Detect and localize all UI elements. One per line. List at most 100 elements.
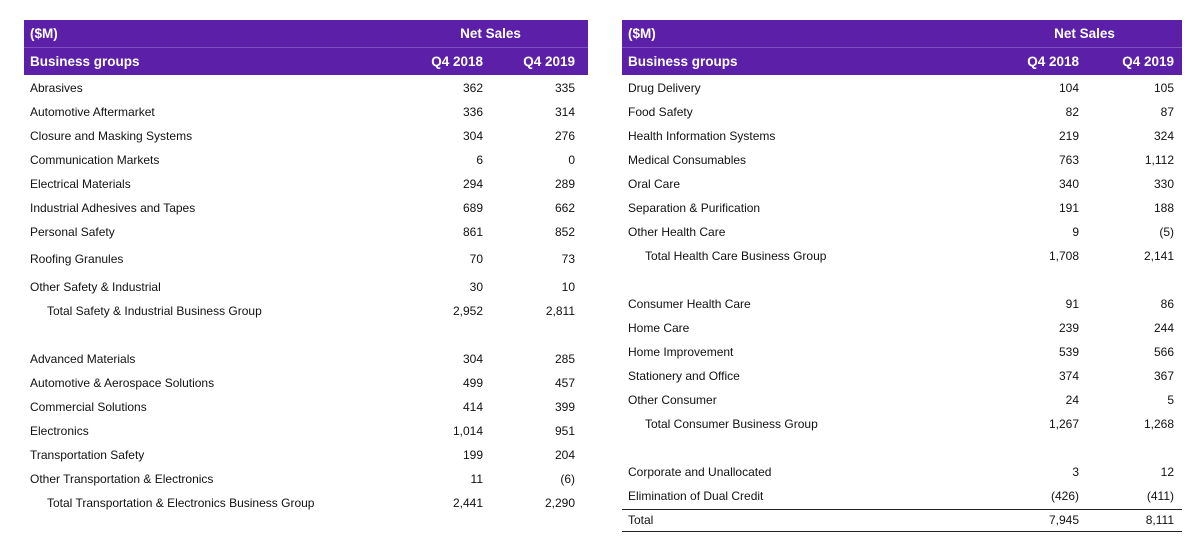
value-q4-2018: 304 bbox=[462, 352, 483, 366]
value-q4-2019: 2,811 bbox=[545, 304, 575, 318]
value-q4-2018: 539 bbox=[1058, 345, 1079, 359]
row-name: Total Safety & Industrial Business Group bbox=[47, 304, 262, 318]
row-name: Home Care bbox=[628, 321, 690, 335]
row-name: Total Transportation & Electronics Busin… bbox=[47, 496, 315, 510]
value-q4-2018: 6 bbox=[476, 153, 483, 167]
value-q4-2019: 662 bbox=[554, 201, 575, 215]
value-q4-2018: 2,952 bbox=[452, 304, 483, 318]
business-groups-label: Business groups bbox=[30, 54, 140, 69]
value-q4-2019: 8,111 bbox=[1145, 513, 1174, 527]
value-q4-2019: (5) bbox=[1159, 225, 1174, 239]
row-name: Automotive & Aerospace Solutions bbox=[30, 376, 215, 390]
row-name: Drug Delivery bbox=[628, 81, 701, 95]
value-q4-2019: 852 bbox=[554, 225, 575, 239]
table-row: Separation & Purification 191 188 bbox=[622, 200, 1182, 216]
value-q4-2019: 1,112 bbox=[1144, 153, 1174, 167]
value-q4-2019: 330 bbox=[1153, 177, 1174, 191]
value-q4-2018: 11 bbox=[470, 472, 483, 486]
value-q4-2018: 2,441 bbox=[452, 496, 483, 510]
value-q4-2018: 239 bbox=[1058, 321, 1079, 335]
unit-label: ($M) bbox=[628, 26, 656, 41]
value-q4-2018: (426) bbox=[1050, 489, 1079, 503]
row-name: Abrasives bbox=[30, 81, 83, 95]
value-q4-2018: 336 bbox=[462, 105, 483, 119]
value-q4-2018: 340 bbox=[1058, 177, 1079, 191]
table-row: Elimination of Dual Credit (426) (411) bbox=[622, 488, 1182, 504]
value-q4-2018: 104 bbox=[1058, 81, 1079, 95]
value-q4-2019: 367 bbox=[1153, 369, 1174, 383]
value-q4-2019: 335 bbox=[554, 81, 575, 95]
row-name: Industrial Adhesives and Tapes bbox=[30, 201, 196, 215]
value-q4-2018: 219 bbox=[1058, 129, 1079, 143]
row-name: Home Improvement bbox=[628, 345, 734, 359]
value-q4-2018: 362 bbox=[462, 81, 483, 95]
table-row: Home Care 239 244 bbox=[622, 320, 1182, 336]
table-row: Other Health Care 9 (5) bbox=[622, 224, 1182, 240]
table-row: Transportation Safety 199 204 bbox=[24, 447, 588, 463]
value-q4-2019: 188 bbox=[1153, 201, 1174, 215]
value-q4-2019: 289 bbox=[554, 177, 575, 191]
column-header-q4-2018: Q4 2018 bbox=[431, 54, 483, 69]
business-groups-label: Business groups bbox=[628, 54, 738, 69]
value-q4-2019: 73 bbox=[561, 252, 575, 266]
table-row: Medical Consumables 763 1,112 bbox=[622, 152, 1182, 168]
table-row: Corporate and Unallocated 3 12 bbox=[622, 464, 1182, 480]
row-name: Total Health Care Business Group bbox=[645, 249, 827, 263]
health-consumer-table: ($M) Net Sales Business groups Q4 2018 Q… bbox=[622, 20, 1182, 532]
table-row: Electronics 1,014 951 bbox=[24, 423, 588, 439]
value-q4-2018: 9 bbox=[1072, 225, 1079, 239]
value-q4-2019: 1,268 bbox=[1143, 417, 1174, 431]
row-name: Automotive Aftermarket bbox=[30, 105, 155, 119]
table-row: Closure and Masking Systems 304 276 bbox=[24, 128, 588, 144]
table-row: Advanced Materials 304 285 bbox=[24, 351, 588, 367]
table-row: Abrasives 362 335 bbox=[24, 80, 588, 96]
value-q4-2018: 199 bbox=[462, 448, 483, 462]
row-name: Advanced Materials bbox=[30, 352, 136, 366]
row-name: Separation & Purification bbox=[628, 201, 761, 215]
table-row: Industrial Adhesives and Tapes 689 662 bbox=[24, 200, 588, 216]
value-q4-2019: 5 bbox=[1167, 393, 1174, 407]
row-name: Total Consumer Business Group bbox=[645, 417, 818, 431]
row-name: Health Information Systems bbox=[628, 129, 776, 143]
value-q4-2019: 399 bbox=[554, 400, 575, 414]
row-name: Electronics bbox=[30, 424, 89, 438]
row-name: Other Safety & Industrial bbox=[30, 280, 161, 294]
table-row: Stationery and Office 374 367 bbox=[622, 368, 1182, 384]
value-q4-2019: 10 bbox=[561, 280, 575, 294]
value-q4-2019: 87 bbox=[1160, 105, 1174, 119]
value-q4-2019: 324 bbox=[1153, 129, 1174, 143]
row-name: Communication Markets bbox=[30, 153, 160, 167]
table-row: Home Improvement 539 566 bbox=[622, 344, 1182, 360]
net-sales-label: Net Sales bbox=[460, 26, 521, 41]
table-row: Consumer Health Care 91 86 bbox=[622, 296, 1182, 312]
value-q4-2019: 314 bbox=[554, 105, 575, 119]
value-q4-2018: 7,945 bbox=[1048, 513, 1079, 527]
row-name: Corporate and Unallocated bbox=[628, 465, 772, 479]
total-row: Total Health Care Business Group 1,708 2,1… bbox=[622, 248, 1182, 264]
table-row: Other Consumer 24 5 bbox=[622, 392, 1182, 408]
value-q4-2019: 12 bbox=[1160, 465, 1174, 479]
table-row: Drug Delivery 104 105 bbox=[622, 80, 1182, 96]
value-q4-2018: 191 bbox=[1058, 201, 1079, 215]
row-name: Stationery and Office bbox=[628, 369, 740, 383]
value-q4-2018: 374 bbox=[1058, 369, 1079, 383]
row-name: Food Safety bbox=[628, 105, 693, 119]
table-row: Health Information Systems 219 324 bbox=[622, 128, 1182, 144]
value-q4-2019: 2,141 bbox=[1143, 249, 1174, 263]
row-name: Total bbox=[628, 513, 654, 527]
value-q4-2019: 2,290 bbox=[544, 496, 575, 510]
value-q4-2019: 285 bbox=[554, 352, 575, 366]
column-header-q4-2019: Q4 2019 bbox=[523, 54, 575, 69]
table-row: Personal Safety 861 852 bbox=[24, 224, 588, 240]
table-row: Commercial Solutions 414 399 bbox=[24, 399, 588, 415]
table-row: Other Transportation & Electronics 11 (6) bbox=[24, 471, 588, 487]
value-q4-2018: 304 bbox=[462, 129, 483, 143]
value-q4-2019: 86 bbox=[1160, 297, 1174, 311]
total-row: Total Safety & Industrial Business Group… bbox=[24, 303, 588, 319]
row-name: Roofing Granules bbox=[30, 252, 124, 266]
value-q4-2019: 105 bbox=[1153, 81, 1174, 95]
table-row: Oral Care 340 330 bbox=[622, 176, 1182, 192]
row-name: Consumer Health Care bbox=[628, 297, 751, 311]
value-q4-2018: 414 bbox=[462, 400, 483, 414]
table-row: Automotive Aftermarket 336 314 bbox=[24, 104, 588, 120]
